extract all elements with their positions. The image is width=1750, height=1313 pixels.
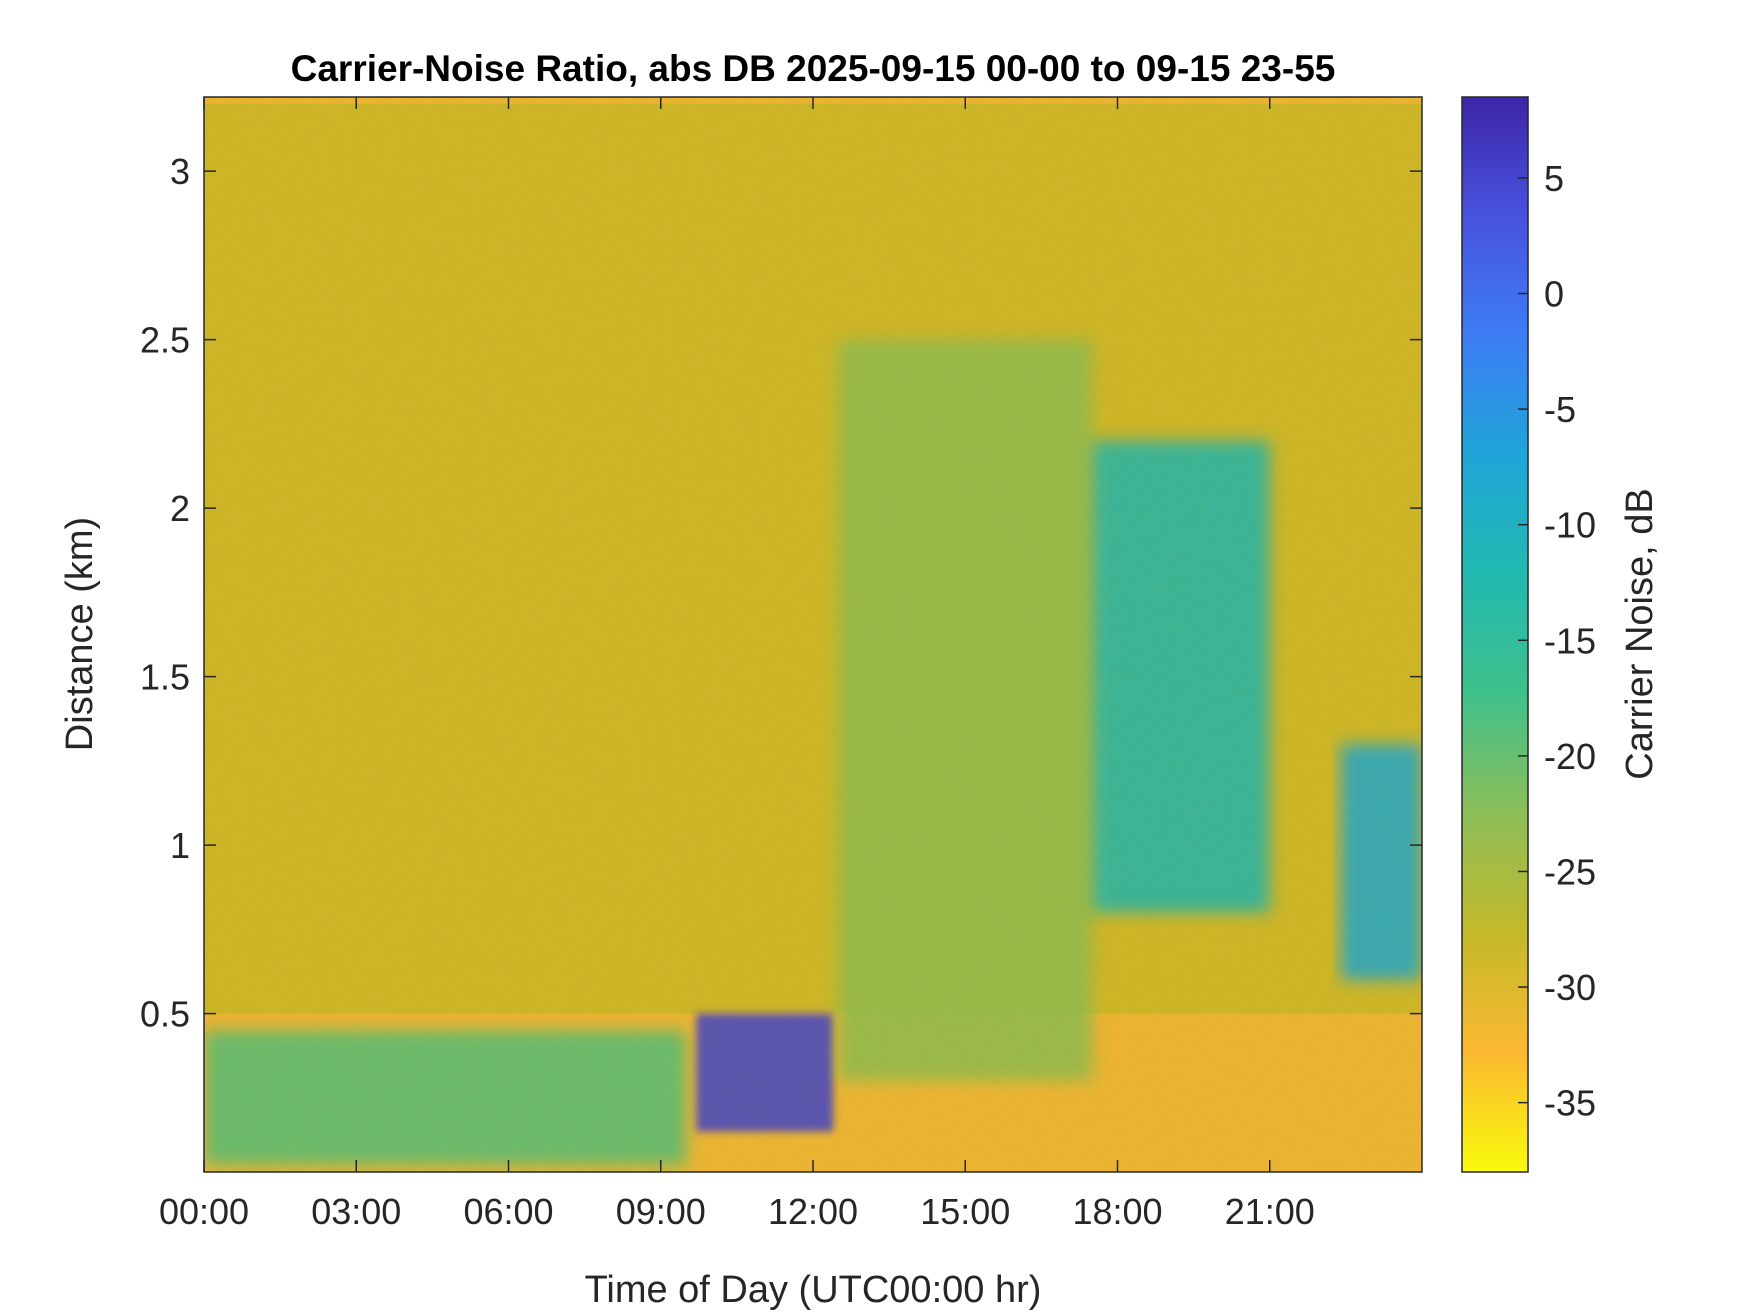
x-tick-label: 09:00 — [616, 1191, 706, 1232]
y-axis: 0.5 1 1.5 2 2.5 3 — [140, 151, 1422, 1035]
colorbar-tick-label: -25 — [1544, 851, 1596, 892]
colorbar-label: Carrier Noise, dB — [1619, 488, 1661, 779]
colorbar-tick-label: -30 — [1544, 967, 1596, 1008]
y-tick-label: 1.5 — [140, 657, 190, 698]
x-tick-label: 00:00 — [159, 1191, 249, 1232]
plot-area — [204, 97, 1422, 1172]
x-tick-label: 21:00 — [1225, 1191, 1315, 1232]
heatmap-texture — [204, 97, 1422, 1172]
colorbar-axis: 5 0 -5 -10 -15 -20 -25 -30 -35 — [1518, 158, 1596, 1124]
x-tick-label: 12:00 — [768, 1191, 858, 1232]
y-tick-label: 0.5 — [140, 994, 190, 1035]
colorbar-tick-label: 0 — [1544, 274, 1564, 315]
x-axis-label: Time of Day (UTC00:00 hr) — [585, 1269, 1042, 1311]
x-axis: 00:00 03:00 06:00 09:00 12:00 15:00 18:00 21:00 — [159, 97, 1315, 1232]
x-tick-label: 15:00 — [920, 1191, 1010, 1232]
y-tick-label: 2 — [170, 488, 190, 529]
y-axis-label: Distance (km) — [59, 517, 101, 751]
x-tick-label: 06:00 — [463, 1191, 553, 1232]
y-tick-label: 3 — [170, 151, 190, 192]
y-tick-label: 2.5 — [140, 320, 190, 361]
colorbar — [1461, 96, 1529, 1173]
y-tick-label: 1 — [170, 825, 190, 866]
chart-title: Carrier-Noise Ratio, abs DB 2025-09-15 0… — [291, 48, 1336, 89]
colorbar-tick-label: -10 — [1544, 505, 1596, 546]
x-tick-label: 03:00 — [311, 1191, 401, 1232]
colorbar-tick-label: -35 — [1544, 1083, 1596, 1124]
colorbar-tick-label: -5 — [1544, 389, 1576, 430]
colorbar-tick-label: -15 — [1544, 620, 1596, 661]
x-tick-label: 18:00 — [1072, 1191, 1162, 1232]
colorbar-tick-label: 5 — [1544, 158, 1564, 199]
colorbar-tick-label: -20 — [1544, 736, 1596, 777]
